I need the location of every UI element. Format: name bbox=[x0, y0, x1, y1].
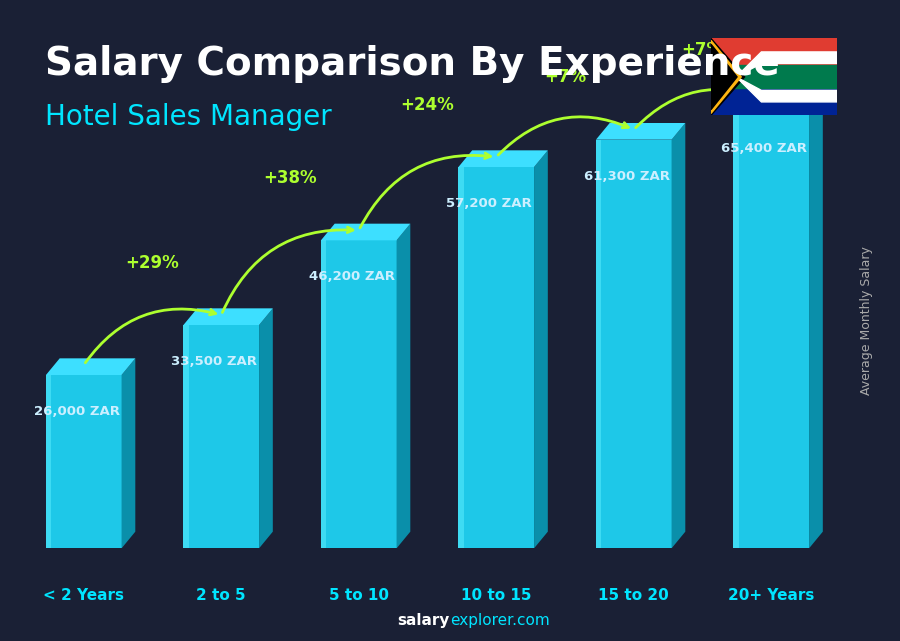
Text: +29%: +29% bbox=[126, 254, 179, 272]
Text: +7%: +7% bbox=[544, 69, 586, 87]
Text: 26,000 ZAR: 26,000 ZAR bbox=[34, 405, 120, 418]
Polygon shape bbox=[184, 325, 259, 548]
Bar bbox=[711, 65, 837, 88]
Polygon shape bbox=[711, 38, 744, 115]
Polygon shape bbox=[46, 375, 122, 548]
Polygon shape bbox=[736, 77, 837, 102]
Polygon shape bbox=[596, 140, 671, 548]
Text: explorer.com: explorer.com bbox=[450, 613, 550, 628]
Polygon shape bbox=[321, 240, 327, 548]
Polygon shape bbox=[711, 40, 742, 113]
Polygon shape bbox=[458, 167, 464, 548]
Polygon shape bbox=[46, 358, 135, 375]
Polygon shape bbox=[734, 112, 809, 548]
Polygon shape bbox=[809, 96, 823, 548]
Text: 2 to 5: 2 to 5 bbox=[196, 588, 246, 603]
Text: Average Monthly Salary: Average Monthly Salary bbox=[860, 246, 873, 395]
Polygon shape bbox=[534, 151, 548, 548]
Text: +24%: +24% bbox=[400, 96, 454, 113]
Text: Salary Comparison By Experience: Salary Comparison By Experience bbox=[45, 45, 779, 83]
Polygon shape bbox=[46, 375, 51, 548]
Polygon shape bbox=[711, 44, 737, 110]
Polygon shape bbox=[596, 123, 685, 140]
Text: 61,300 ZAR: 61,300 ZAR bbox=[584, 170, 670, 183]
Text: 33,500 ZAR: 33,500 ZAR bbox=[171, 355, 257, 368]
Polygon shape bbox=[736, 52, 837, 77]
Polygon shape bbox=[671, 123, 685, 548]
Text: Hotel Sales Manager: Hotel Sales Manager bbox=[45, 103, 332, 131]
Polygon shape bbox=[596, 140, 601, 548]
Polygon shape bbox=[458, 151, 548, 167]
Bar bbox=[711, 38, 837, 77]
Polygon shape bbox=[321, 240, 397, 548]
Bar bbox=[711, 77, 837, 115]
Polygon shape bbox=[321, 224, 410, 240]
Polygon shape bbox=[259, 308, 273, 548]
Polygon shape bbox=[458, 167, 534, 548]
Text: +38%: +38% bbox=[263, 169, 317, 187]
Polygon shape bbox=[184, 308, 273, 325]
Text: 20+ Years: 20+ Years bbox=[728, 588, 814, 603]
Text: < 2 Years: < 2 Years bbox=[43, 588, 124, 603]
Text: 57,200 ZAR: 57,200 ZAR bbox=[446, 197, 532, 210]
Polygon shape bbox=[397, 224, 410, 548]
Text: 15 to 20: 15 to 20 bbox=[598, 588, 669, 603]
Text: 5 to 10: 5 to 10 bbox=[328, 588, 389, 603]
Polygon shape bbox=[122, 358, 135, 548]
Polygon shape bbox=[734, 96, 823, 112]
Polygon shape bbox=[184, 325, 189, 548]
Polygon shape bbox=[734, 112, 739, 548]
Text: 65,400 ZAR: 65,400 ZAR bbox=[722, 142, 807, 155]
Text: 46,200 ZAR: 46,200 ZAR bbox=[309, 271, 395, 283]
Text: 10 to 15: 10 to 15 bbox=[461, 588, 532, 603]
Text: salary: salary bbox=[398, 613, 450, 628]
Text: +7%: +7% bbox=[681, 41, 724, 59]
